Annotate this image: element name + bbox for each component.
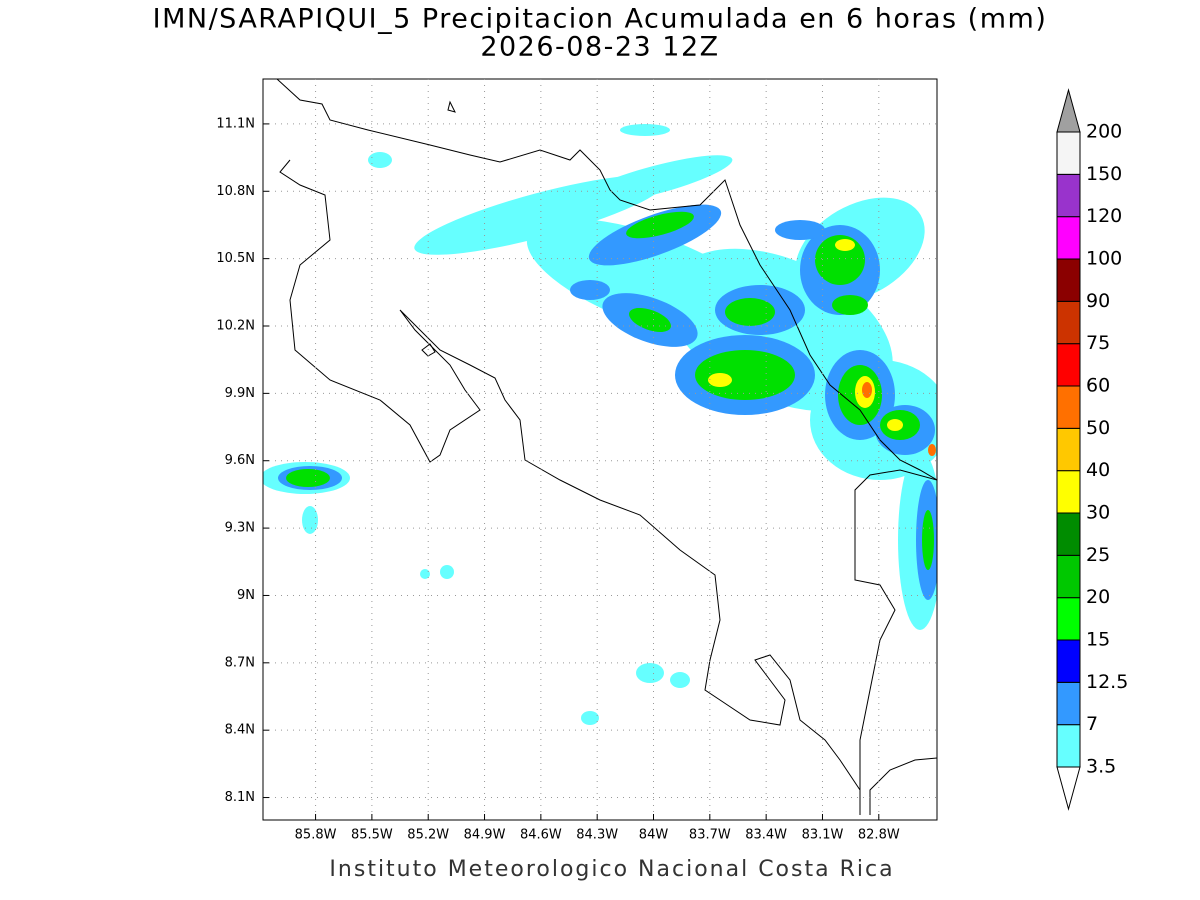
x-tick-label: 84.9W [464, 828, 506, 843]
precip-orange [862, 382, 936, 456]
colorbar-label: 3.5 [1086, 756, 1116, 778]
y-tick-label: 9.9N [225, 386, 255, 401]
colorbar-box [1056, 724, 1081, 768]
colorbar-box [1056, 385, 1081, 429]
y-tick-label: 10.2N [216, 319, 255, 334]
colorbar-label: 20 [1086, 586, 1110, 608]
colorbar-box [1056, 681, 1081, 726]
colorbar-label: 90 [1086, 290, 1110, 312]
footer: Instituto Meteorologico Nacional Costa R… [329, 857, 894, 882]
colorbar-box [1056, 343, 1081, 387]
colorbar-box [1056, 512, 1081, 556]
y-tick-label: 9N [237, 588, 255, 603]
y-tick-label: 8.7N [225, 655, 255, 670]
colorbar-label: 50 [1086, 417, 1110, 439]
x-tick-label: 84.3W [576, 828, 618, 843]
y-tick-label: 10.8N [216, 184, 255, 199]
colorbar-over [1056, 88, 1081, 133]
colorbar-box [1056, 597, 1081, 641]
x-tick-label: 82.8W [858, 828, 900, 843]
colorbar-box [1056, 173, 1081, 218]
colorbar-box [1056, 300, 1081, 345]
y-tick-label: 9.6N [225, 453, 255, 468]
precip-field [263, 79, 937, 815]
colorbar-box [1056, 131, 1081, 175]
x-tick-label: 84.6W [520, 828, 562, 843]
map-frame [262, 78, 938, 821]
y-tick-label: 10.5N [216, 251, 255, 266]
colorbar-label: 100 [1086, 248, 1122, 270]
subtitle: 2026-08-23 12Z [480, 32, 719, 63]
x-tick-label: 85.5W [351, 828, 393, 843]
colorbar-box [1056, 554, 1081, 599]
y-tick-label: 8.4N [225, 723, 255, 738]
x-tick-label: 84W [639, 828, 669, 843]
colorbar-label: 15 [1086, 629, 1110, 651]
colorbar-box [1056, 258, 1081, 302]
x-tick-label: 85.2W [407, 828, 449, 843]
colorbar-label: 30 [1086, 502, 1110, 524]
y-tick-label: 9.3N [225, 521, 255, 536]
colorbar-under [1056, 766, 1081, 811]
colorbar-label: 150 [1086, 163, 1122, 185]
colorbar-label: 7 [1086, 713, 1098, 735]
colorbar-box [1056, 216, 1081, 260]
colorbar-label: 60 [1086, 375, 1110, 397]
colorbar-label: 40 [1086, 459, 1110, 481]
x-tick-label: 83.4W [745, 828, 787, 843]
y-tick-label: 8.1N [225, 790, 255, 805]
colorbar-label: 200 [1086, 121, 1122, 143]
colorbar-box [1056, 470, 1081, 514]
colorbar-box [1056, 427, 1081, 472]
x-tick-label: 83.7W [689, 828, 731, 843]
x-tick-label: 85.8W [295, 828, 337, 843]
colorbar-label: 25 [1086, 544, 1110, 566]
x-tick-label: 83.1W [802, 828, 844, 843]
colorbar-label: 75 [1086, 332, 1110, 354]
title: IMN/SARAPIQUI_5 Precipitacion Acumulada … [153, 4, 1048, 35]
colorbar-label: 12.5 [1086, 671, 1128, 693]
y-tick-label: 11.1N [216, 116, 255, 131]
colorbar-box [1056, 639, 1081, 683]
colorbar-label: 120 [1086, 205, 1122, 227]
